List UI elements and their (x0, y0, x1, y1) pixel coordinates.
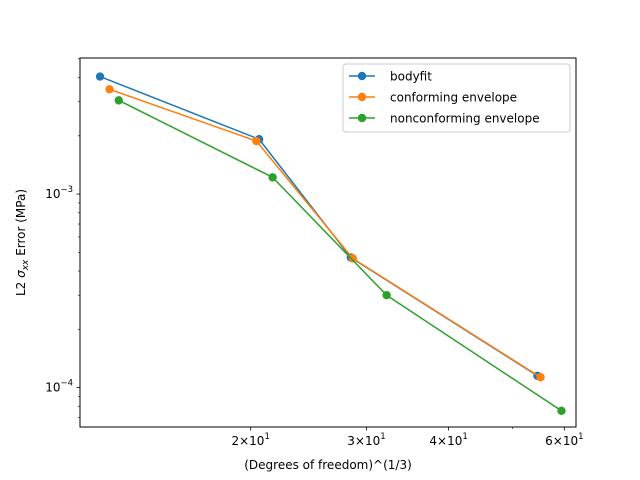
data-point (114, 96, 123, 105)
x-tick-label-exponent: 1 (380, 432, 385, 442)
y-axis-label: L2 σxx Error (MPa) (14, 189, 31, 296)
legend-label: conforming envelope (390, 91, 517, 105)
x-tick-label-exponent: 1 (264, 432, 269, 442)
x-axis-ticks: 2×101 3×101 4×101 6×101 (231, 427, 584, 448)
data-point (268, 173, 277, 182)
legend-marker (357, 113, 367, 123)
legend-box (342, 63, 571, 133)
y-tick-label: 10−4 (45, 379, 73, 395)
y-axis-label-subscript: xx (21, 259, 31, 271)
data-point (252, 136, 261, 146)
x-tick-label-base: 4×10 (429, 434, 462, 448)
data-point (382, 291, 391, 300)
x-tick-label-exponent: 1 (462, 432, 467, 442)
data-point (536, 373, 545, 382)
legend-label: nonconforming envelope (390, 112, 540, 126)
y-tick-label-exponent: −4 (60, 379, 73, 389)
x-tick-label-base: 2×10 (231, 434, 264, 448)
legend-label: bodyfit (390, 70, 432, 84)
series-2 (114, 96, 566, 415)
y-tick-label: 10−3 (45, 185, 73, 201)
x-tick-label-base: 3×10 (347, 434, 380, 448)
x-axis-label: (Degrees of freedom)^(1/3) (244, 458, 412, 472)
y-tick-label-base: 10 (45, 381, 60, 395)
series-line (109, 88, 541, 378)
legend: bodyfit conforming envelope nonconforming … (342, 63, 571, 133)
y-tick-label-exponent: −3 (60, 185, 73, 195)
data-point (105, 85, 114, 94)
x-tick-label: 4×101 (429, 432, 467, 448)
y-tick-label-base: 10 (45, 187, 60, 201)
series-1 (105, 85, 545, 382)
legend-marker (357, 92, 367, 102)
data-point (557, 406, 566, 415)
series-line (118, 99, 562, 412)
x-tick-label: 3×101 (347, 432, 385, 448)
data-point (95, 72, 105, 81)
y-axis-label-prefix: L2 (14, 278, 28, 296)
x-tick-label: 2×101 (231, 432, 269, 448)
plot-layer (95, 72, 566, 415)
legend-marker (357, 71, 367, 81)
x-tick-label-exponent: 1 (578, 432, 583, 442)
data-point (348, 254, 358, 263)
y-axis-label-symbol: σ (14, 270, 28, 278)
x-tick-label-base: 6×10 (545, 434, 578, 448)
y-axis-label-suffix: Error (MPa) (14, 189, 28, 260)
y-axis-ticks: 10−310−4 (45, 58, 80, 418)
plot-frame (79, 57, 577, 428)
x-tick-label: 6×101 (545, 432, 583, 448)
